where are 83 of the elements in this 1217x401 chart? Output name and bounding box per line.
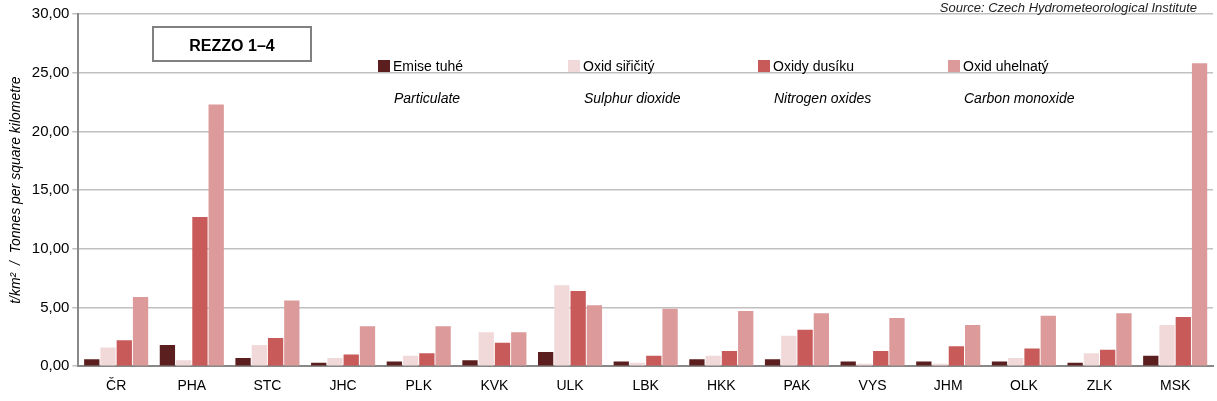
bar xyxy=(1008,357,1024,366)
bar xyxy=(1024,348,1040,366)
bar xyxy=(1083,353,1100,366)
legend-label: Oxid siřičitý xyxy=(582,58,656,74)
bar xyxy=(478,332,494,366)
legend-label: Emise tuhé xyxy=(392,58,465,74)
bar xyxy=(159,345,176,366)
bar xyxy=(889,318,905,366)
bar xyxy=(1116,313,1132,366)
bar xyxy=(100,347,116,366)
y-axis-title: t/km² / Tonnes per square kilometre xyxy=(7,76,24,304)
bar xyxy=(208,104,224,366)
bar xyxy=(689,359,705,366)
bar xyxy=(554,285,570,366)
bar xyxy=(192,217,208,366)
bar xyxy=(570,291,586,366)
x-tick-label: ZLK xyxy=(1086,377,1114,394)
legend-label: Oxidy dusíku xyxy=(772,58,855,74)
bar xyxy=(462,360,478,366)
x-tick-label: PAK xyxy=(783,377,812,394)
bar xyxy=(132,296,149,366)
annotation: Sulphur dioxide xyxy=(583,90,682,106)
bar xyxy=(646,355,662,366)
x-tick-label: OLK xyxy=(1009,377,1039,394)
bar xyxy=(586,305,603,366)
legend-label: Oxid uhelnatý xyxy=(962,58,1050,74)
bar xyxy=(662,308,678,366)
bar xyxy=(284,300,300,366)
x-tick-label: VYS xyxy=(858,377,887,394)
annotation: Nitrogen oxides xyxy=(773,90,873,106)
bar xyxy=(359,326,376,366)
bar xyxy=(1040,315,1056,366)
bar xyxy=(738,311,754,366)
x-tick-label: STC xyxy=(253,377,282,394)
x-tick-label: LBK xyxy=(632,377,660,394)
y-tick-label: 25,00 xyxy=(31,62,70,80)
y-tick-label: 30,00 xyxy=(31,4,70,22)
bar xyxy=(176,360,192,366)
bar xyxy=(948,346,965,366)
bar xyxy=(764,359,781,366)
x-tick-label: PHA xyxy=(177,377,207,394)
annotation: Carbon monoxide xyxy=(963,90,1076,106)
y-tick-label: 20,00 xyxy=(31,121,70,139)
bar xyxy=(402,355,419,366)
annotation: Particulate xyxy=(393,90,462,106)
bar xyxy=(419,353,435,366)
bar xyxy=(873,350,889,366)
bar xyxy=(84,359,100,366)
bar xyxy=(116,340,132,366)
bar xyxy=(435,326,451,366)
bar xyxy=(537,352,554,366)
bar xyxy=(1191,63,1208,366)
bar xyxy=(1159,325,1175,366)
bar xyxy=(235,357,251,366)
bar xyxy=(327,357,343,366)
bar xyxy=(781,335,797,366)
bar xyxy=(721,350,738,366)
bar xyxy=(494,342,511,366)
x-tick-label: MSK xyxy=(1160,377,1192,394)
bar xyxy=(267,338,284,366)
y-tick-label: 5,00 xyxy=(40,297,70,315)
bar xyxy=(343,354,359,366)
x-tick-label: JHC xyxy=(329,377,357,394)
bar xyxy=(813,313,829,366)
y-tick-label: 10,00 xyxy=(31,238,70,256)
x-tick-label: ULK xyxy=(556,377,585,394)
bar xyxy=(705,355,721,366)
x-tick-label: KVK xyxy=(480,377,510,394)
text: REZZO 1–4 xyxy=(152,26,312,62)
annotation: Source: Czech Hydrometeorological Institute xyxy=(939,0,1197,15)
bar xyxy=(965,325,981,366)
x-tick-label: JHM xyxy=(933,377,963,394)
bar xyxy=(1175,316,1191,366)
bar xyxy=(511,332,527,366)
bar xyxy=(1100,349,1116,366)
x-tick-label: HKK xyxy=(706,377,737,394)
bar xyxy=(251,345,267,366)
x-tick-label: ČR xyxy=(106,377,127,394)
x-tick-label: PLK xyxy=(405,377,433,394)
bar xyxy=(1143,355,1159,366)
bar xyxy=(797,329,813,366)
y-tick-label: 15,00 xyxy=(31,180,70,198)
y-tick-label: 0,00 xyxy=(40,356,70,374)
